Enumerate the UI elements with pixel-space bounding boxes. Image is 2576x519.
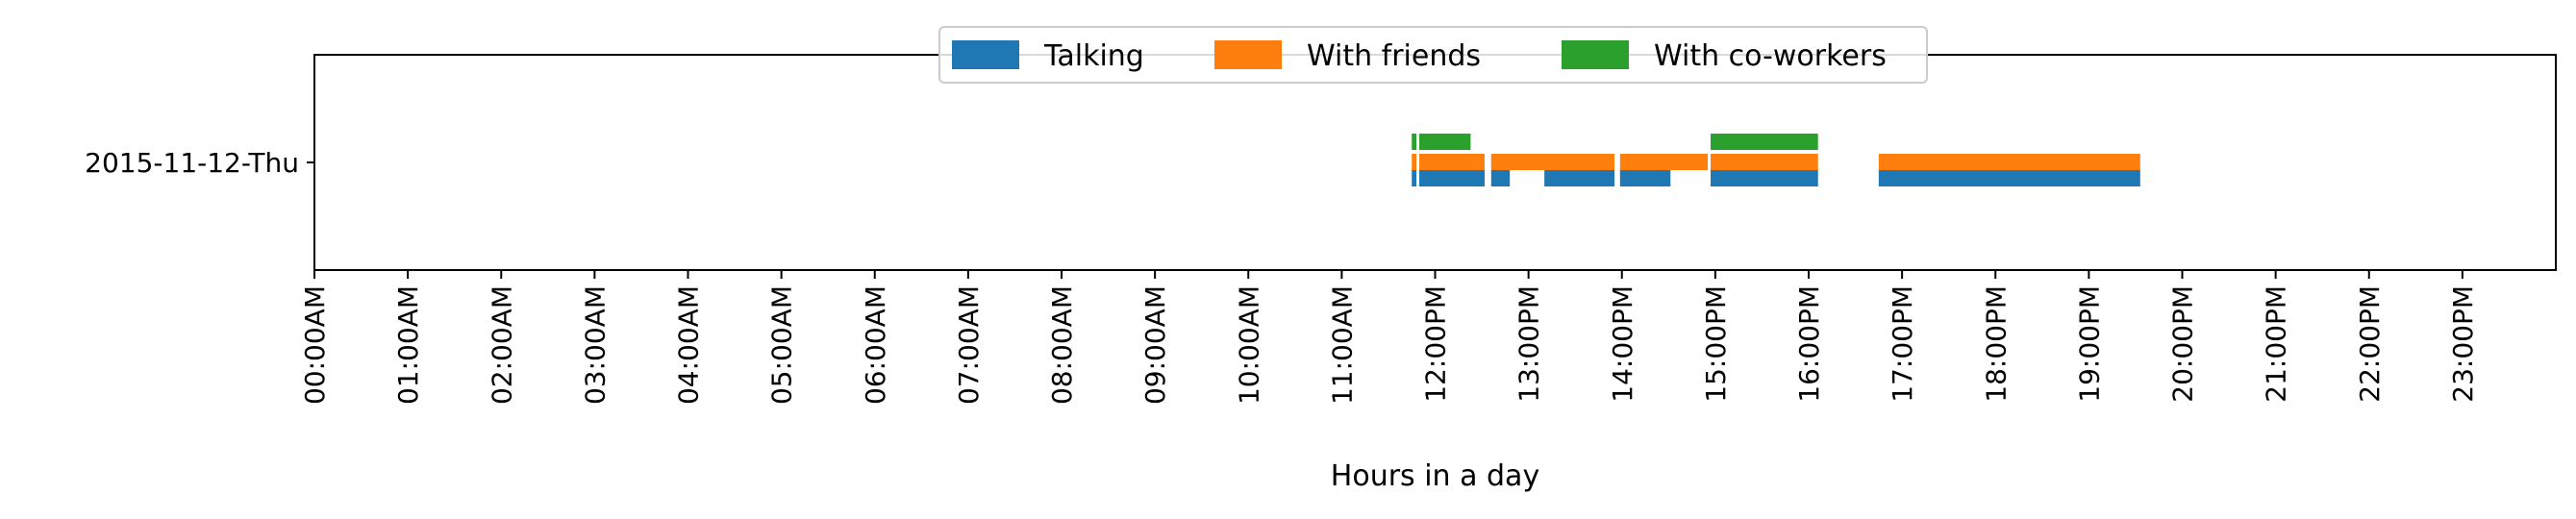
legend-swatch <box>1562 40 1629 69</box>
legend-box <box>938 26 1928 84</box>
bars-layer <box>1412 134 2140 186</box>
bar-talking-4 <box>1619 170 1671 186</box>
x-tick-label: 15:00PM <box>1700 285 1732 403</box>
bar-with-friends-4 <box>1711 154 1818 170</box>
legend-label: Talking <box>1043 39 1144 73</box>
x-tick-label: 01:00AM <box>392 285 424 405</box>
legend: Talking With friends With co-workers <box>938 26 1928 84</box>
bar-with-co-workers-0 <box>1412 134 1417 150</box>
legend-swatch <box>952 40 1019 69</box>
legend-label: With friends <box>1307 39 1481 73</box>
legend-swatch <box>1214 40 1282 69</box>
y-axis: 2015-11-12-Thu <box>85 147 314 179</box>
x-tick-label: 14:00PM <box>1607 285 1638 403</box>
bar-with-friends-1 <box>1418 154 1485 170</box>
bar-with-friends-0 <box>1412 154 1417 170</box>
x-tick-label: 12:00PM <box>1420 285 1452 403</box>
x-tick-label: 23:00PM <box>2447 285 2479 403</box>
x-tick-label: 04:00AM <box>673 285 705 405</box>
x-tick-label: 09:00AM <box>1139 285 1171 405</box>
x-tick-label: 00:00AM <box>299 285 331 405</box>
x-tick-label: 08:00AM <box>1046 285 1078 405</box>
bar-with-friends-3 <box>1619 154 1709 170</box>
bar-with-co-workers-1 <box>1418 134 1471 150</box>
x-tick-label: 16:00PM <box>1793 285 1825 403</box>
x-axis: 00:00AM 01:00AM 02:00AM 03:00AM 04:00AM 05:00… <box>299 270 2479 405</box>
bar-talking-6 <box>1878 170 2140 186</box>
bar-with-co-workers-2 <box>1711 134 1818 150</box>
x-tick-label: 19:00PM <box>2073 285 2105 403</box>
x-tick-label: 13:00PM <box>1513 285 1545 403</box>
x-tick-label: 10:00AM <box>1233 285 1264 405</box>
y-tick-label: 2015-11-12-Thu <box>85 147 299 179</box>
bar-with-friends-5 <box>1878 154 2140 170</box>
x-tick-label: 20:00PM <box>2167 285 2199 403</box>
x-tick-label: 11:00AM <box>1326 285 1358 405</box>
legend-label: With co-workers <box>1654 39 1887 73</box>
bar-talking-5 <box>1711 170 1818 186</box>
x-axis-title: Hours in a day <box>1331 459 1539 493</box>
bar-talking-1 <box>1418 170 1485 186</box>
bar-with-friends-2 <box>1490 154 1614 170</box>
x-tick-label: 07:00AM <box>953 285 985 405</box>
bar-talking-0 <box>1412 170 1417 186</box>
x-tick-label: 22:00PM <box>2354 285 2386 403</box>
bar-talking-3 <box>1544 170 1614 186</box>
x-tick-label: 18:00PM <box>1980 285 2012 403</box>
x-tick-label: 17:00PM <box>1887 285 1918 403</box>
x-tick-label: 02:00AM <box>486 285 517 405</box>
bar-talking-2 <box>1490 170 1511 186</box>
x-tick-label: 03:00AM <box>579 285 611 405</box>
x-tick-label: 21:00PM <box>2261 285 2292 403</box>
x-tick-label: 06:00AM <box>860 285 891 405</box>
x-tick-label: 05:00AM <box>766 285 798 405</box>
